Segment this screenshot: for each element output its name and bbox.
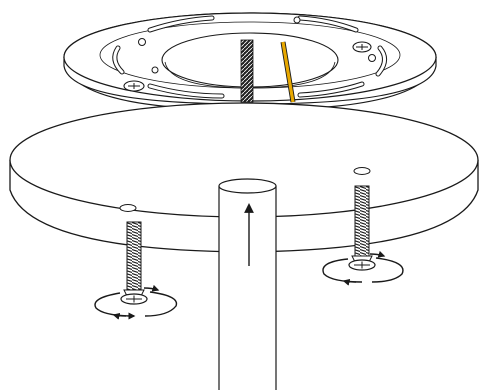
yellow-wire: [280, 41, 296, 103]
rotation-arrows-left: [94, 284, 178, 320]
rotation-arrows-right: [322, 250, 404, 286]
mounting-post: [218, 178, 277, 390]
right-screw: [348, 185, 376, 271]
bracket-screw-left: [123, 80, 145, 92]
left-screw: [120, 221, 148, 305]
black-wire: [240, 39, 254, 103]
bracket-screw-right: [352, 41, 372, 53]
